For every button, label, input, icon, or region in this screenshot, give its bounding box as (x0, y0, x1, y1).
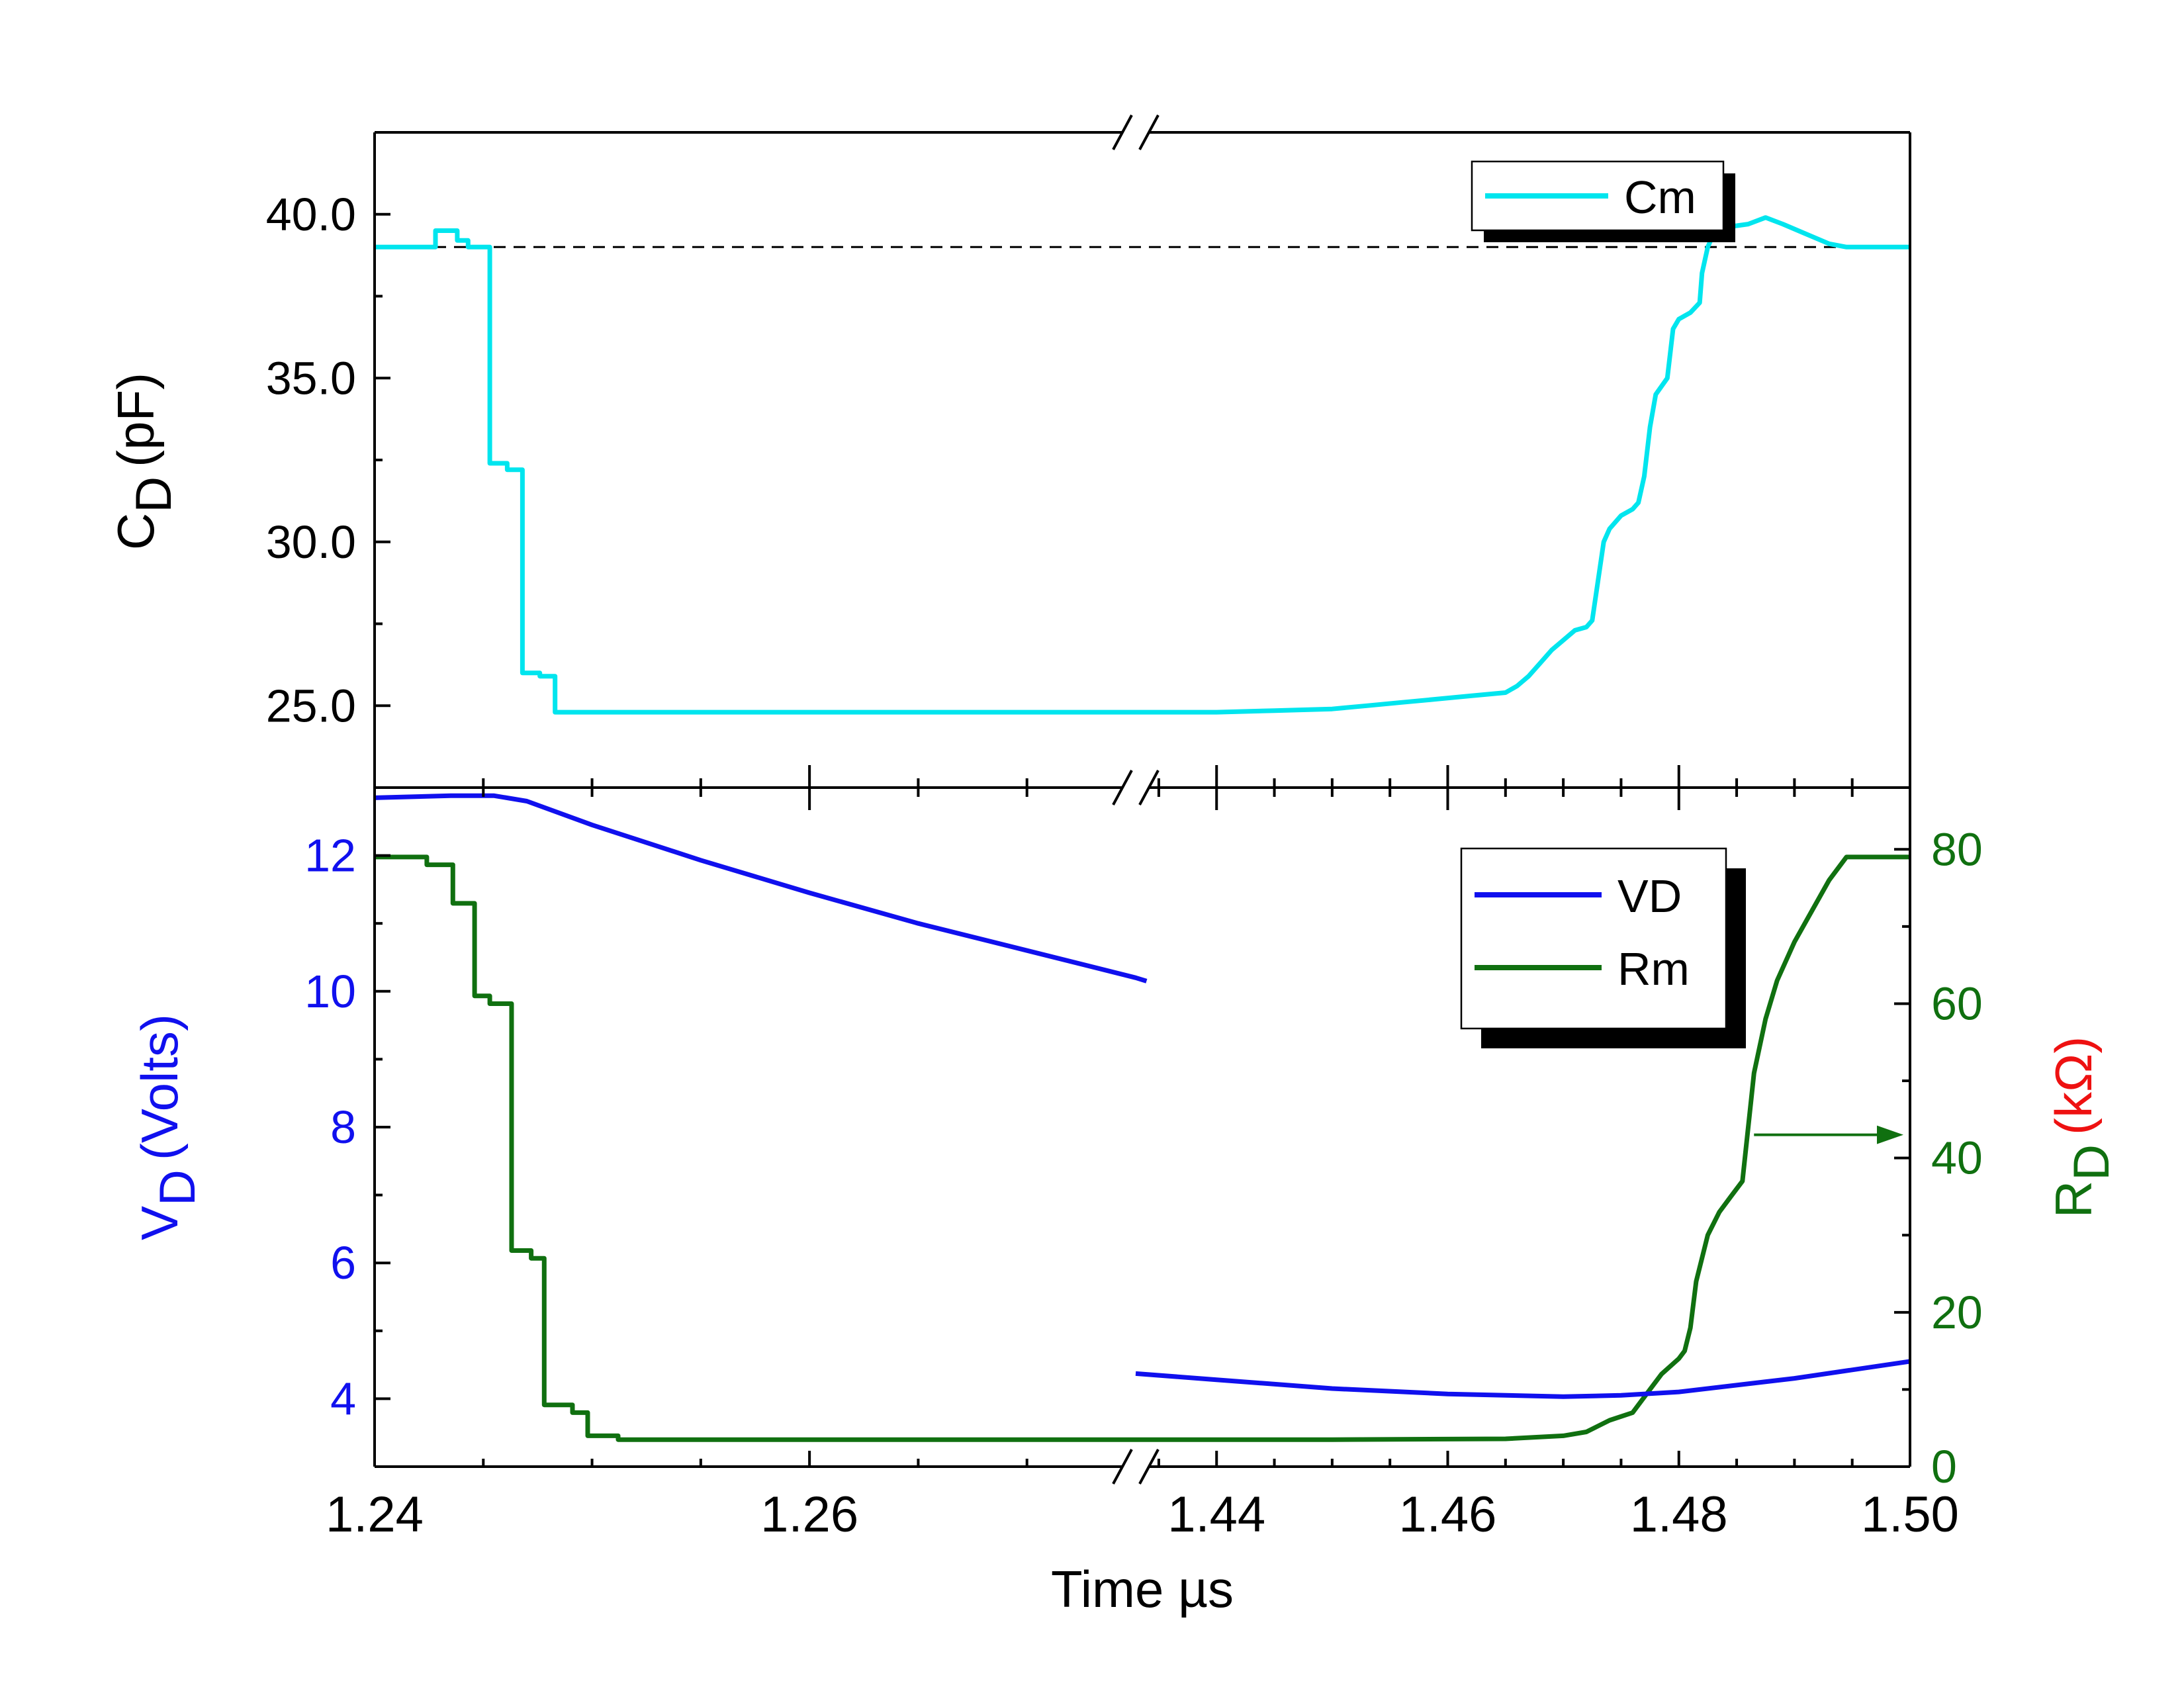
upper-y-tick-label: 35.0 (266, 352, 356, 404)
upper-y-tick-label: 30.0 (266, 516, 356, 568)
lower-y2label-unit: (kΩ) (2044, 1036, 2103, 1135)
series-vd-segment-2 (1135, 1359, 1910, 1399)
lower-plot-lines (375, 793, 1910, 1442)
break-gap (1122, 124, 1149, 140)
lower-y2-tick-label: 40 (1931, 1132, 1983, 1184)
lower-ylabel-sub: D (150, 1169, 206, 1206)
axis-break-marks (1112, 114, 1160, 1485)
upper-ylabel-unit: (pF) (107, 373, 165, 467)
lower-y-tick-label: 4 (330, 1373, 356, 1424)
lower-y-tick-label: 8 (330, 1101, 356, 1153)
break-slash-right (1138, 114, 1160, 150)
lower-y2label-main: R (2044, 1181, 2103, 1218)
annotation-arrow-head (1877, 1125, 1903, 1144)
series-vd-segment-1 (375, 793, 1148, 983)
x-tick-label: 1.44 (1167, 1486, 1265, 1543)
break-slash-right (1138, 1449, 1160, 1485)
legend-label-vd: VD (1617, 870, 1682, 922)
x-tick-label: 1.48 (1630, 1486, 1728, 1543)
break-gap (1122, 1459, 1149, 1475)
lower-y2-tick-label: 0 (1931, 1441, 1957, 1492)
lower-ylabel: VD (Volts) (130, 1014, 206, 1240)
series-rm-segment-2 (1136, 854, 1910, 1442)
lower-y2label-sub: D (2064, 1144, 2120, 1181)
lower-y-tick-label: 12 (304, 830, 356, 882)
series-rm-segment-1 (375, 854, 1136, 1442)
upper-ylabel: CD (pF) (107, 373, 182, 550)
upper-legend: Cm (1471, 160, 1735, 242)
lower-y2-tick-label: 80 (1931, 823, 1983, 875)
lower-y2-tick-label: 20 (1931, 1287, 1983, 1338)
upper-ylabel-main: C (107, 513, 165, 550)
series-cm-segment-1 (375, 228, 1136, 715)
break-slash-left (1112, 770, 1133, 805)
tick-marks (373, 131, 1911, 1468)
lower-legend: VD Rm (1460, 847, 1746, 1048)
lower-ylabel-main: V (130, 1206, 189, 1240)
upper-y-tick-label: 40.0 (266, 189, 356, 240)
x-tick-label: 1.26 (760, 1486, 858, 1543)
x-axis-label: Time µs (1051, 1560, 1234, 1618)
break-slash-left (1112, 114, 1133, 150)
lower-ylabel-unit: (Volts) (130, 1014, 189, 1160)
break-slash-left (1112, 1449, 1133, 1485)
upper-y-tick-label: 25.0 (266, 680, 356, 731)
upper-ylabel-sub: D (126, 477, 182, 513)
lower-y-tick-label: 6 (330, 1237, 356, 1289)
x-tick-label: 1.46 (1399, 1486, 1497, 1543)
lower-y2label: RD (kΩ) (2044, 1036, 2120, 1218)
rd-axis-arrow (1754, 1125, 1903, 1144)
legend-label-cm: Cm (1624, 171, 1696, 223)
break-slash-right (1138, 770, 1160, 805)
tick-labels: 25.0 30.0 35.0 40.0 4 6 8 10 12 0 20 40 60 80 1.24 1.26… (266, 189, 1983, 1543)
lower-y-tick-label: 10 (304, 966, 356, 1017)
legend-label-rm: Rm (1617, 943, 1690, 995)
lower-legend-box (1460, 847, 1727, 1030)
break-gap (1122, 780, 1149, 796)
x-tick-label: 1.50 (1861, 1486, 1959, 1543)
lower-y2-tick-label: 60 (1931, 978, 1983, 1029)
x-tick-label: 1.24 (326, 1486, 424, 1543)
